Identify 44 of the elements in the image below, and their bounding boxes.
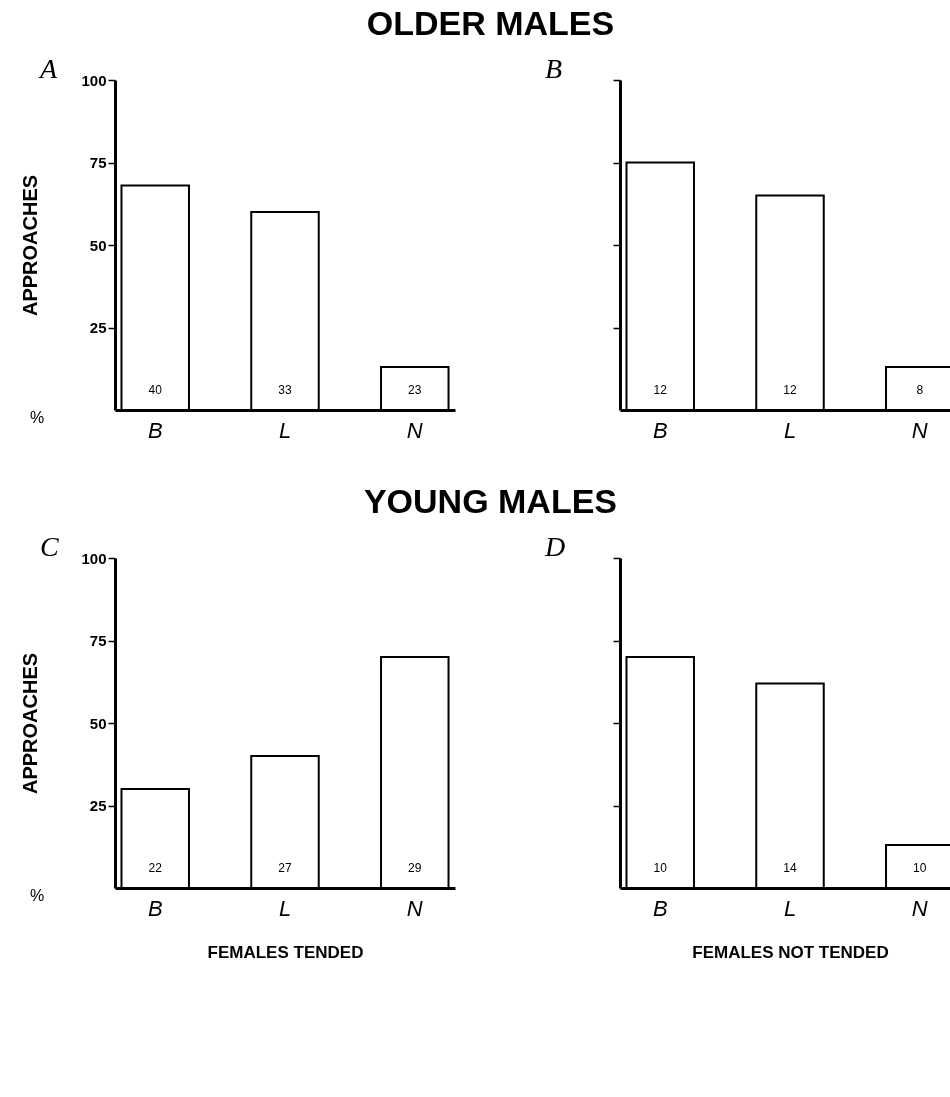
x-tick-label: N (406, 895, 423, 921)
x-tick-label: B (652, 895, 668, 921)
chart-title: OLDER MALES (366, 4, 615, 42)
text: % (30, 409, 45, 426)
x-tick-label: N (911, 417, 928, 443)
y-axis-title: APPROACHES (19, 652, 42, 795)
y-tick-label: 25 (89, 319, 107, 336)
annotation: 33 (278, 383, 292, 397)
y-tick-label: 100 (81, 549, 107, 567)
x-tick-label: N (406, 417, 423, 443)
annotation: 29 (408, 861, 422, 875)
text: % (30, 887, 45, 904)
annotation: 23 (408, 383, 422, 397)
x-axis-title: FEMALES TENDED (207, 942, 364, 962)
x-tick-label: L (278, 417, 292, 443)
annotation: 27 (278, 861, 292, 875)
x-tick-label: N (911, 895, 928, 921)
x-tick-label: L (783, 895, 797, 921)
text: B (545, 53, 563, 84)
y-axis-title: APPROACHES (19, 174, 42, 317)
y-tick-label: 75 (89, 154, 107, 171)
y-tick-label: 25 (89, 797, 107, 814)
annotation: 12 (783, 383, 797, 397)
x-tick-label: L (278, 895, 292, 921)
annotation: 10 (913, 861, 927, 875)
x-tick-label: B (147, 417, 163, 443)
y-tick-label: 50 (89, 714, 107, 732)
annotation: 22 (148, 861, 163, 875)
annotation: 10 (653, 861, 668, 875)
text: A (38, 53, 58, 84)
y-tick-label: 50 (89, 236, 107, 254)
text: D (544, 531, 566, 562)
annotation: 8 (916, 383, 924, 397)
chart-title: YOUNG MALES (363, 482, 618, 520)
annotation: 12 (653, 383, 668, 397)
text: C (40, 531, 59, 562)
x-axis-title: FEMALES NOT TENDED (692, 942, 889, 962)
x-tick-label: B (147, 895, 163, 921)
annotation: 40 (148, 383, 163, 397)
y-tick-label: 75 (89, 632, 107, 649)
x-tick-label: L (783, 417, 797, 443)
y-tick-label: 100 (81, 71, 107, 89)
x-tick-label: B (652, 417, 668, 443)
annotation: 14 (783, 861, 797, 875)
